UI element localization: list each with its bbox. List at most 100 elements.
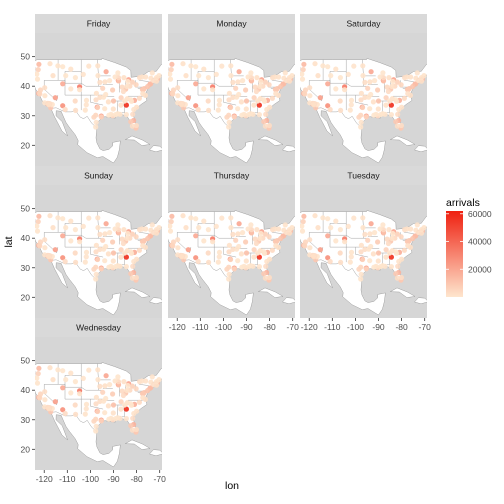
data-point-hrl (358, 124, 364, 130)
data-point-cos (210, 239, 216, 245)
data-point-phx (60, 103, 66, 109)
data-point-cle (262, 79, 268, 85)
data-point-day (389, 83, 395, 90)
data-point-rap (213, 223, 219, 229)
data-point-phx (193, 255, 199, 261)
data-point-tlh (256, 264, 262, 270)
data-point-smf (170, 239, 177, 245)
data-point-boi (50, 73, 56, 79)
data-point-ind (384, 236, 390, 242)
data-point-hou (363, 114, 369, 120)
data-point-stl (243, 87, 249, 93)
data-point-atl (388, 254, 394, 260)
boundary-line (64, 375, 84, 400)
data-point-mso (188, 215, 194, 221)
data-point-boi (315, 225, 321, 231)
data-point-ric (273, 91, 279, 97)
data-point-atl (256, 102, 262, 108)
data-point-elp (73, 411, 79, 417)
facet-strip-label: Monday (216, 19, 247, 29)
data-point-stl (243, 239, 249, 245)
data-point-grb (248, 222, 254, 228)
data-point-crp (93, 423, 99, 429)
data-point-smf (37, 87, 44, 93)
data-point-mso (55, 367, 61, 373)
data-point-boi (315, 73, 321, 79)
x-tick-label: -70 (154, 474, 167, 484)
data-point-jax (395, 111, 401, 117)
data-point-dca (140, 238, 147, 245)
data-point-eug (168, 71, 173, 77)
data-point-tol (125, 382, 131, 389)
boundary-line (177, 232, 235, 239)
data-point-hln (193, 216, 199, 222)
data-point-lbb (216, 102, 222, 108)
data-point-dsm (367, 231, 373, 237)
data-point-fat (307, 245, 313, 251)
data-point-fat (42, 245, 48, 251)
data-point-fat (175, 245, 181, 251)
data-point-far (95, 63, 101, 69)
data-point-xna (366, 246, 372, 252)
data-point-gpt (113, 112, 119, 118)
data-point-jax (395, 263, 401, 269)
facet-strip (35, 318, 162, 337)
data-point-tul (230, 94, 236, 100)
data-point-cha (387, 250, 393, 256)
data-point-elp (338, 107, 344, 113)
data-point-las (185, 247, 191, 253)
data-point-rdu (401, 95, 407, 101)
data-point-ama (216, 249, 223, 255)
data-point-lit (105, 403, 111, 409)
data-point-dsm (102, 79, 108, 85)
data-point-jac (328, 225, 334, 231)
data-point-lft (371, 264, 377, 270)
data-point-ric (140, 243, 146, 249)
data-point-phx (193, 103, 199, 109)
boundary-line (90, 247, 104, 258)
data-point-bna (118, 399, 124, 405)
data-point-ama (83, 97, 90, 103)
data-point-pit (398, 234, 404, 240)
data-point-sav (264, 258, 270, 265)
data-point-ric (273, 243, 279, 249)
data-point-hrl (93, 428, 99, 434)
y-tick-label: 30 (21, 263, 31, 273)
y-axis-title: lat (3, 236, 15, 247)
data-point-jac (196, 225, 202, 231)
data-point-roc (272, 74, 278, 80)
data-point-cos (77, 239, 83, 245)
data-point-okc (93, 97, 99, 103)
data-point-slc (193, 81, 199, 87)
data-point-jan (110, 410, 116, 416)
data-point-mem (110, 402, 117, 408)
data-point-far (228, 63, 234, 69)
data-point-btv (414, 222, 420, 228)
data-point-boi (50, 225, 56, 231)
data-point-lgb (178, 253, 184, 260)
data-point-msn (112, 378, 118, 384)
data-point-gjt (68, 238, 74, 244)
data-point-pdx (168, 67, 174, 73)
x-tick-label: -90 (240, 322, 253, 332)
data-point-sjc (37, 395, 43, 401)
data-point-oma (230, 79, 236, 85)
data-point-mht (153, 227, 160, 233)
data-point-rno (42, 389, 48, 395)
data-point-rno (307, 237, 313, 243)
data-point-slc (193, 233, 199, 239)
data-point-day (124, 235, 130, 242)
data-point-grr (121, 379, 127, 385)
data-point-syr (276, 226, 282, 232)
data-point-atl (123, 254, 129, 260)
data-point-mht (153, 379, 160, 385)
data-point-grb (115, 374, 121, 380)
data-point-grb (115, 70, 121, 76)
map-layer (168, 185, 295, 318)
data-point-jax (130, 415, 136, 421)
data-point-hln (60, 216, 66, 222)
boundary-line (197, 223, 217, 248)
data-point-cha (387, 98, 393, 104)
data-point-fsd (228, 225, 234, 231)
